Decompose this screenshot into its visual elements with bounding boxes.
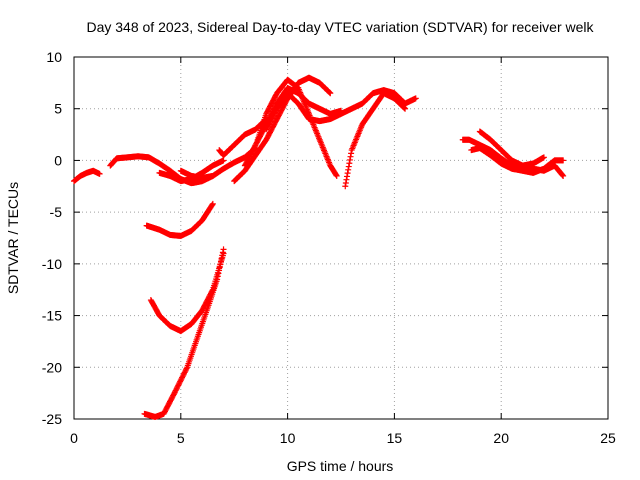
y-axis-ticks: -25 -20 -15 -10 -5 0 5 10 [42,49,608,427]
series-arc-16 [476,128,547,169]
data-point [540,154,547,161]
x-axis-ticks: 0 5 10 15 20 25 [70,57,616,446]
data-point [215,270,222,277]
x-tick-label: 5 [177,430,185,446]
y-tick-label: -25 [42,411,62,427]
x-axis-label: GPS time / hours [287,458,394,474]
series-arc-2 [107,153,216,187]
series-arc-15 [468,145,567,176]
x-tick-label: 10 [280,430,296,446]
x-tick-label: 20 [493,430,509,446]
series-arc-5 [143,200,216,239]
data-point [559,172,566,179]
series-arc-7 [141,246,227,420]
y-tick-label: -20 [42,359,62,375]
data-point [214,273,221,280]
data-point [333,172,340,179]
data-point [209,200,216,207]
chart-title: Day 348 of 2023, Sidereal Day-to-day VTE… [86,19,594,35]
y-tick-label: 5 [54,101,62,117]
data-point [326,89,333,96]
data-point [326,88,333,95]
data-point [219,252,226,259]
series-arc-3 [156,157,227,185]
data-point [216,267,223,274]
series-arc-1 [71,167,103,185]
series-arc-10 [241,85,344,169]
y-tick-label: -10 [42,256,62,272]
data-series [71,74,567,420]
y-tick-label: 10 [46,49,62,65]
data-point [214,276,221,283]
x-tick-label: 25 [600,430,616,446]
data-point [217,258,224,265]
y-tick-label: -5 [50,204,63,220]
y-tick-label: 0 [54,152,62,168]
data-point [412,95,419,102]
plot-border [73,56,609,420]
data-point [219,249,226,256]
data-point [220,157,227,164]
data-point [401,105,408,112]
grid-lines [74,57,608,419]
data-point [216,264,223,271]
data-point [217,261,224,268]
data-point [560,172,567,179]
data-point [218,255,225,262]
x-tick-label: 15 [387,430,403,446]
data-point [220,246,227,253]
data-point [560,157,567,164]
y-tick-label: -15 [42,308,62,324]
data-point [400,104,407,111]
data-point [183,365,190,372]
plot-frame [73,56,609,420]
data-point [327,90,334,97]
data-point [402,105,409,112]
x-tick-label: 0 [70,430,78,446]
data-point [96,170,103,177]
series-arc-13 [342,90,409,190]
y-axis-label: SDTVAR / TECUs [5,182,21,294]
data-point [209,201,216,208]
